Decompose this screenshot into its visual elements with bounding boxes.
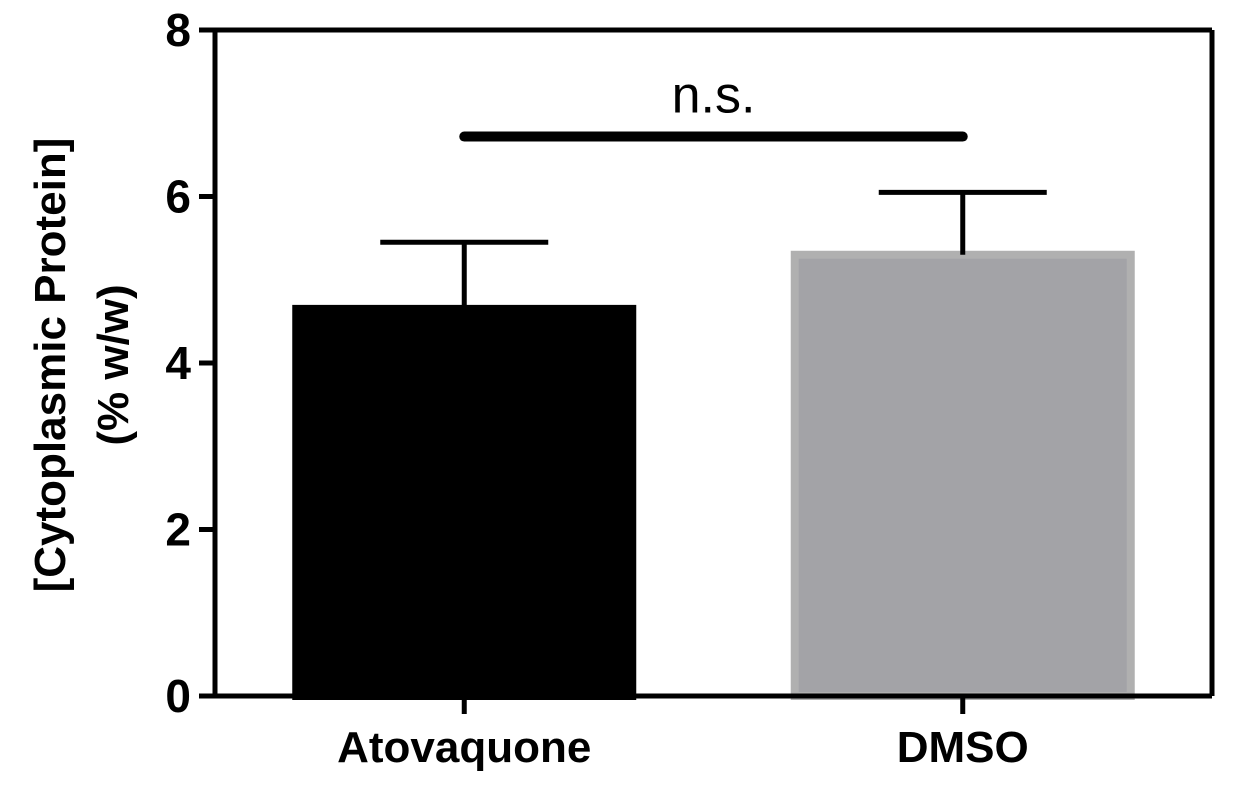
y-axis-title-line-1: [Cytoplasmic Protein] [26,138,75,593]
y-tick-label: 4 [165,337,191,389]
y-tick-label: 2 [165,504,191,556]
error-bars-layer [380,189,1047,309]
y-tick-label: 6 [165,171,191,223]
bar-dmso [790,250,1135,700]
y-axis-title-line-2: (% w/w) [89,284,138,445]
ticks-layer: 0 2 4 6 8 Atovaquone DMSO [165,4,1028,772]
y-tick-label: 8 [165,4,191,56]
x-tick-label-dmso: DMSO [897,723,1029,772]
annotation-layer: n.s. [459,67,968,142]
y-tick-label: 0 [165,670,191,722]
x-tick-label-atovaquone: Atovaquone [337,723,591,772]
y-axis-title: [Cytoplasmic Protein] (% w/w) [26,138,138,593]
bar-atovaquone [292,304,637,700]
bars-layer [292,250,1135,700]
significance-label: n.s. [672,67,756,125]
